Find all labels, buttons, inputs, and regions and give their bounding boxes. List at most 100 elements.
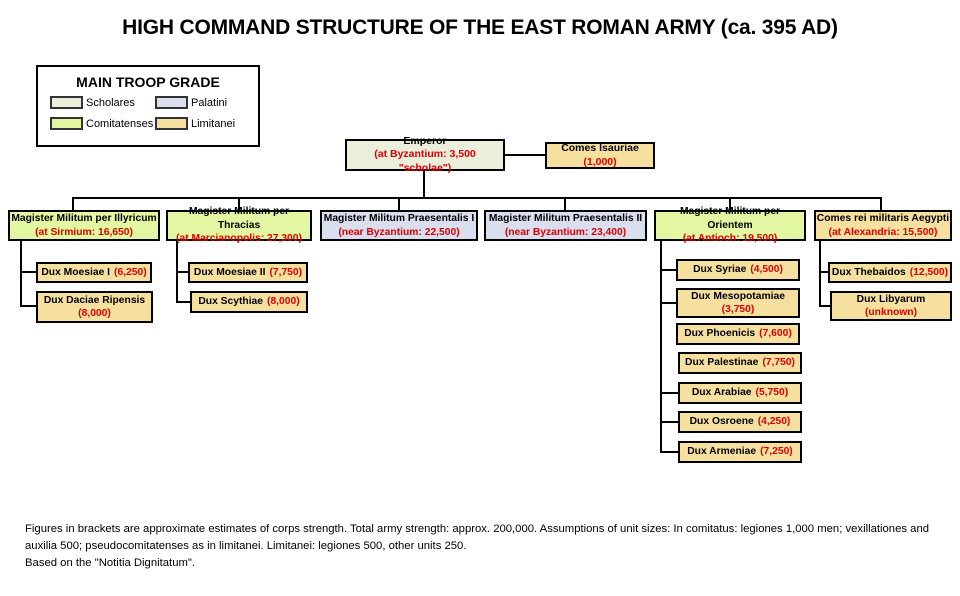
legend-box: MAIN TROOP GRADE Scholares Palatini Comi… (36, 65, 260, 147)
node-title: Magister Militum Praesentalis I (323, 212, 475, 224)
node-strength: (at Marcianopolis: 27,300) (176, 233, 302, 245)
node-title: Magister Militum per Orientem (679, 205, 781, 231)
node-dux-arabiae: Dux Arabiae (5,750) (678, 382, 802, 404)
node-strength: (near Byzantium: 23,400) (504, 226, 627, 238)
edge-emperor-drop (423, 171, 425, 199)
node-title: Emperor (403, 134, 447, 147)
node-title: Magister Militum Praesentalis II (488, 212, 643, 224)
node-strength: (8,000) (267, 296, 300, 308)
edge-drop-praesentalis-2 (564, 197, 566, 210)
node-dux-daciae-ripensis: Dux Daciae Ripensis (8,000) (36, 291, 153, 323)
edge-orientem-chain (660, 241, 662, 453)
node-strength: (12,500) (909, 266, 949, 278)
node-dux-libyarum: Dux Libyarum (unknown) (830, 291, 952, 321)
node-strength: (4,250) (757, 416, 791, 428)
footnote-line-1: Figures in brackets are approximate esti… (25, 523, 930, 552)
node-title: Dux Mesopotamiae (691, 290, 785, 302)
node-magister-militum-per-thracias: Magister Militum per Thracias (at Marcia… (166, 206, 312, 244)
node-strength: (7,250) (760, 446, 793, 458)
node-dux-armeniae: Dux Armeniae (7,250) (678, 441, 802, 463)
node-title: Dux Moesiae I (41, 266, 111, 278)
edge-drop-aegypti (880, 197, 882, 210)
edge-stub-moesiae-1 (20, 271, 36, 273)
edge-stub-syriae (660, 269, 676, 271)
edge-stub-arabiae (660, 392, 678, 394)
edge-drop-orientem (729, 197, 731, 210)
legend-item-scholares: Scholares (50, 96, 135, 109)
node-magister-militum-praesentalis-2: Magister Militum Praesentalis II (near B… (484, 210, 647, 241)
node-strength: (7,750) (762, 357, 795, 369)
node-title: Dux Osroene (689, 416, 754, 428)
node-title: Dux Daciae Ripensis (43, 294, 146, 306)
comitatenses-color-swatch (50, 117, 83, 130)
legend-label: Limitanei (191, 117, 236, 130)
node-strength: (at Alexandria: 15,500) (828, 226, 938, 238)
legend-label: Comitatenses (86, 117, 154, 130)
edge-stub-scythiae (176, 301, 190, 303)
footnote: Figures in brackets are approximate esti… (25, 521, 939, 572)
node-title: Dux Phoenicis (684, 328, 756, 340)
node-dux-thebaidos: Dux Thebaidos (12,500) (828, 262, 952, 283)
edge-emperor-comes-isauriae (505, 154, 545, 156)
node-title: Dux Thebaidos (831, 266, 906, 278)
node-strength: (near Byzantium: 22,500) (338, 226, 460, 238)
legend-title: MAIN TROOP GRADE (76, 74, 220, 90)
node-title: Dux Syriae (693, 264, 747, 276)
node-dux-moesiae-1: Dux Moesiae I (6,250) (36, 262, 152, 283)
node-dux-osroene: Dux Osroene (4,250) (678, 411, 802, 433)
edge-aegypti-chain (819, 241, 821, 307)
node-strength: (at Byzantium: 3,500 "scholae") (374, 148, 476, 174)
edge-stub-daciae-ripensis (20, 305, 36, 307)
node-title: Dux Libyarum (856, 293, 926, 305)
node-strength: (3,750) (721, 304, 755, 315)
node-strength: (4,500) (750, 264, 783, 276)
node-title: Dux Arabiae (691, 387, 752, 399)
scholares-color-swatch (50, 96, 83, 109)
edge-stub-thebaidos (819, 271, 828, 273)
edge-drop-praesentalis-1 (398, 197, 400, 210)
node-dux-palestinae: Dux Palestinae (7,750) (678, 352, 802, 374)
legend-label: Palatini (191, 96, 228, 109)
edge-stub-armeniae (660, 451, 678, 453)
node-title: Dux Moesiae II (193, 266, 266, 278)
node-strength: (unknown) (864, 307, 918, 318)
node-title: Dux Armeniae (687, 446, 757, 458)
node-magister-militum-per-orientem: Magister Militum per Orientem (at Antioc… (654, 206, 806, 244)
node-strength: (at Antioch: 19,500) (682, 233, 778, 245)
node-comes-rei-militaris-aegypti: Comes rei militaris Aegypti (at Alexandr… (814, 210, 952, 241)
footnote-line-2: Based on the "Notitia Dignitatum". (25, 557, 196, 569)
node-strength: (8,000) (78, 308, 111, 319)
legend-label: Scholares (86, 96, 135, 109)
legend-item-limitanei: Limitanei (155, 117, 235, 130)
edge-illyricum-chain (20, 241, 22, 307)
node-title: Dux Scythiae (198, 296, 264, 308)
node-dux-moesiae-2: Dux Moesiae II (7,750) (188, 262, 308, 283)
node-dux-scythiae: Dux Scythiae (8,000) (190, 291, 308, 313)
diagram-title: HIGH COMMAND STRUCTURE OF THE EAST ROMAN… (122, 16, 838, 39)
node-strength: (6,250) (114, 266, 147, 278)
edge-stub-mesopotamiae (660, 302, 676, 304)
legend-item-comitatenses: Comitatenses (50, 117, 153, 130)
node-title: Magister Militum per Illyricum (11, 212, 157, 224)
node-title: Comes Isauriae (561, 141, 639, 154)
node-dux-mesopotamiae: Dux Mesopotamiae (3,750) (676, 288, 800, 318)
edge-drop-illyricum (72, 197, 74, 210)
edge-stub-osroene (660, 421, 678, 423)
node-title: Comes rei militaris Aegypti (816, 212, 950, 224)
palatini-color-swatch (155, 96, 188, 109)
node-comes-isauriae: Comes Isauriae (1,000) (545, 142, 655, 169)
node-magister-militum-praesentalis-1: Magister Militum Praesentalis I (near By… (320, 210, 478, 241)
edge-stub-libyarum (819, 305, 830, 307)
limitanei-color-swatch (155, 117, 188, 130)
node-dux-syriae: Dux Syriae (4,500) (676, 259, 800, 281)
node-title: Magister Militum per Thracias (188, 205, 290, 231)
node-strength: (5,750) (755, 387, 789, 399)
node-strength: (7,750) (269, 266, 303, 278)
node-title: Dux Palestinae (685, 357, 759, 369)
node-strength: (1,000) (583, 155, 617, 168)
edge-drop-thracias (238, 197, 240, 210)
node-strength: (7,600) (759, 328, 792, 340)
edge-stub-moesiae-2 (176, 271, 188, 273)
node-magister-militum-per-illyricum: Magister Militum per Illyricum (at Sirmi… (8, 210, 160, 241)
